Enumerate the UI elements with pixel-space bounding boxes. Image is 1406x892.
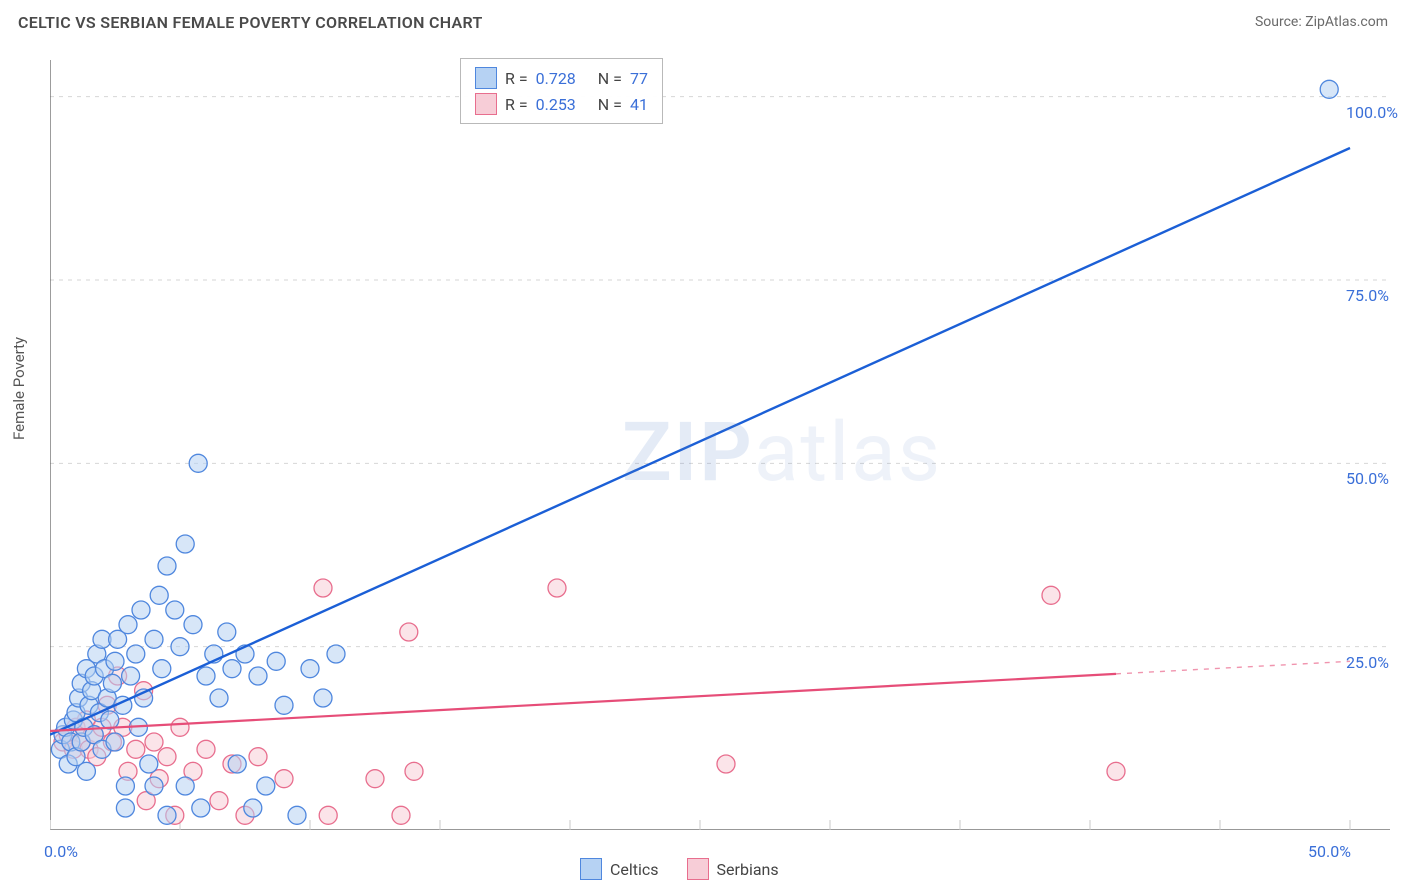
scatter-chart	[50, 50, 1390, 830]
y-tick-label: 50.0%	[1346, 469, 1389, 488]
legend-series-item: Celtics	[580, 858, 659, 880]
y-tick-label: 25.0%	[1346, 653, 1389, 672]
y-tick-label: 100.0%	[1346, 103, 1398, 122]
legend-stat-row: R = 0.728 N = 77	[475, 65, 648, 91]
legend-series-label: Celtics	[610, 860, 659, 879]
y-axis-label: Female Poverty	[10, 337, 28, 440]
legend-series-item: Serbians	[687, 858, 779, 880]
legend-r-label: R =	[505, 69, 528, 88]
x-tick-label: 0.0%	[44, 842, 78, 861]
legend-swatch	[475, 93, 497, 115]
legend-r-label: R =	[505, 95, 528, 114]
legend-series-label: Serbians	[717, 860, 779, 879]
legend-n-value: 41	[630, 95, 648, 114]
legend-r-value: 0.728	[536, 69, 576, 88]
chart-title: CELTIC VS SERBIAN FEMALE POVERTY CORRELA…	[18, 13, 483, 32]
series-legend: Celtics Serbians	[580, 858, 779, 880]
legend-swatch	[687, 858, 709, 880]
y-tick-label: 75.0%	[1346, 286, 1389, 305]
chart-source: Source: ZipAtlas.com	[1255, 14, 1388, 30]
legend-n-value: 77	[630, 69, 648, 88]
correlation-legend: R = 0.728 N = 77 R = 0.253 N = 41	[460, 58, 663, 124]
chart-header: CELTIC VS SERBIAN FEMALE POVERTY CORRELA…	[0, 0, 1406, 44]
legend-n-label: N =	[598, 69, 622, 88]
legend-r-value: 0.253	[536, 95, 576, 114]
plot-area	[50, 50, 1390, 830]
legend-swatch	[475, 67, 497, 89]
x-tick-label: 50.0%	[1308, 842, 1351, 861]
legend-swatch	[580, 858, 602, 880]
legend-stat-row: R = 0.253 N = 41	[475, 91, 648, 117]
legend-n-label: N =	[598, 95, 622, 114]
